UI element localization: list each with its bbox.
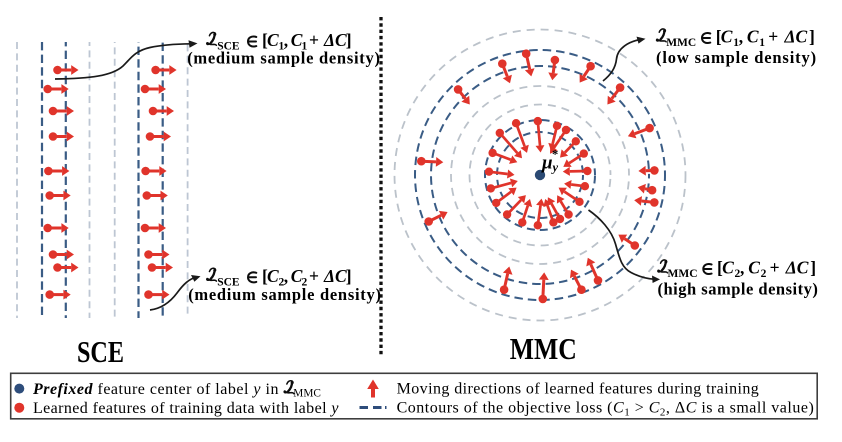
svg-text:1: 1 [733,37,739,49]
svg-text:SCE: SCE [217,276,240,288]
svg-text:]: ] [346,266,352,286]
svg-text:C: C [267,266,279,286]
svg-text:MMC: MMC [510,331,577,366]
svg-text:Prefixed feature center of lab: Prefixed feature center of label y in [32,381,279,398]
svg-text:C: C [721,27,733,47]
svg-text:2: 2 [302,276,308,288]
svg-text:(high sample density): (high sample density) [658,280,819,299]
svg-text:+: + [309,266,319,286]
svg-text:[: [ [717,258,723,278]
svg-text:]: ] [346,30,352,50]
svg-text:1: 1 [302,41,308,53]
svg-text:(medium sample density): (medium sample density) [188,285,381,304]
svg-text:2: 2 [279,276,285,288]
svg-text:(medium sample density): (medium sample density) [187,49,380,68]
svg-text:+: + [768,27,778,47]
svg-text:C: C [748,258,760,278]
svg-text:[: [ [262,266,268,286]
svg-text:y: y [551,161,559,175]
svg-text:[: [ [716,27,722,47]
svg-text:MMC: MMC [666,37,696,49]
svg-text:Contours of the objective loss: Contours of the objective loss (C1 > C2,… [397,400,815,419]
svg-text:ΔC: ΔC [323,30,347,50]
svg-text:SCE: SCE [217,41,240,53]
svg-text:2: 2 [735,268,741,280]
svg-text:1: 1 [279,41,285,53]
svg-text:*: * [552,148,558,162]
svg-text:C: C [267,30,279,50]
svg-text:,: , [740,258,744,278]
svg-text:1: 1 [759,37,765,49]
svg-text:μ: μ [541,153,553,174]
svg-text:C: C [291,266,303,286]
svg-text:+: + [770,258,780,278]
svg-text:C: C [722,258,734,278]
svg-text:]: ] [810,258,816,278]
svg-text:2: 2 [761,268,767,280]
svg-text:ΔC: ΔC [323,266,347,286]
svg-text:[: [ [262,30,268,50]
svg-text:C: C [291,30,303,50]
svg-text:]: ] [809,27,815,47]
svg-text:,: , [284,30,288,50]
svg-text:MMC: MMC [668,268,698,280]
svg-text:(low sample density): (low sample density) [656,48,817,67]
svg-text:Learned features of training d: Learned features of training data with l… [33,400,339,417]
svg-text:+: + [309,30,319,50]
svg-text:SCE: SCE [77,334,124,369]
svg-text:C: C [747,27,759,47]
svg-text:ΔC: ΔC [785,258,809,278]
svg-text:ΔC: ΔC [784,27,808,47]
svg-text:Moving directions of learned f: Moving directions of learned features du… [397,381,760,398]
svg-text:MMC: MMC [293,388,321,400]
svg-text:,: , [739,27,743,47]
svg-text:,: , [284,266,288,286]
